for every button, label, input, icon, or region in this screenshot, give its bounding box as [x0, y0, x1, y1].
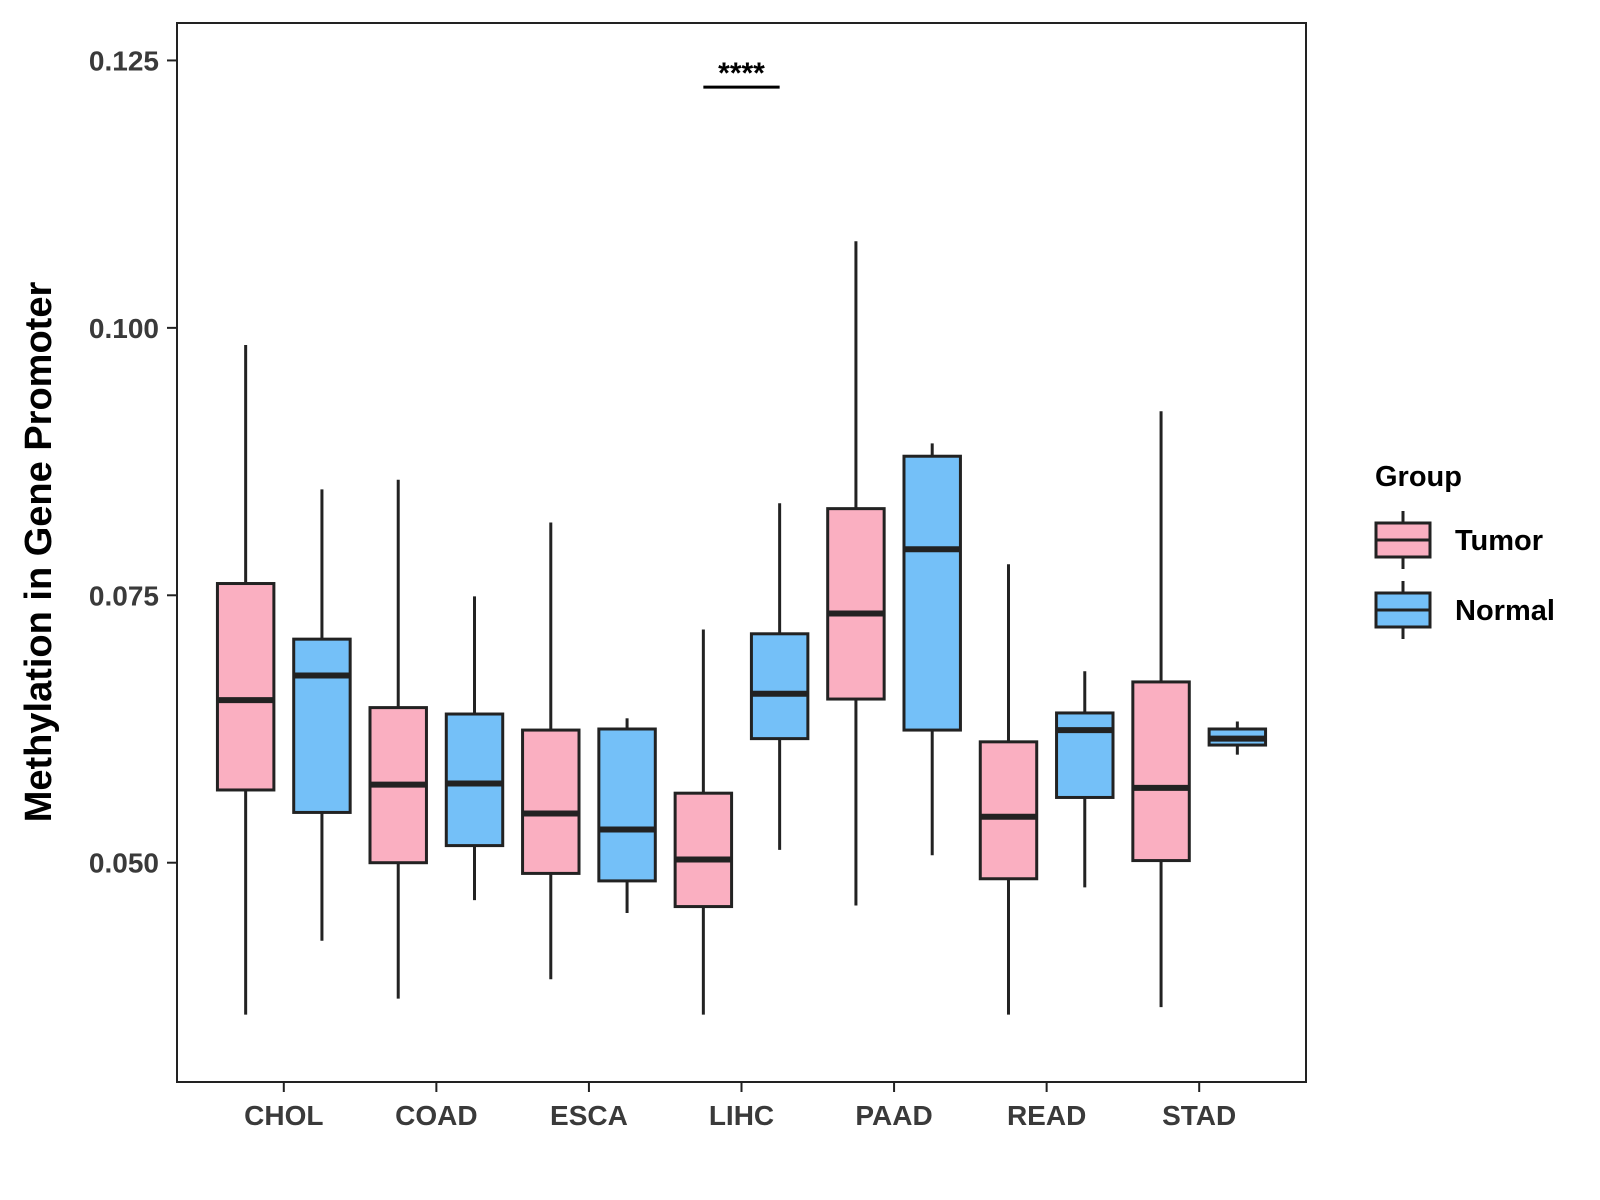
y-axis: 0.050 0.075 0.100 0.125 [89, 45, 177, 879]
box-body-chol-tumor [215, 582, 276, 792]
y-tick-label: 0.100 [89, 313, 159, 344]
x-tick-label-lihc: LIHC [709, 1100, 774, 1131]
box-body-read-tumor [978, 740, 1039, 881]
significance-label: **** [718, 57, 765, 90]
box-lihc-tumor [673, 629, 734, 1015]
y-tick-label: 0.050 [89, 848, 159, 879]
box-layer [215, 241, 1268, 1015]
x-tick-label-read: READ [1007, 1100, 1086, 1131]
box-esca-tumor [521, 522, 581, 980]
box-body-lihc-normal [749, 632, 810, 741]
legend-item-normal: Normal [1374, 581, 1555, 639]
legend-title: Group [1375, 461, 1462, 493]
box-stad-tumor [1131, 411, 1191, 1008]
legend-label-normal: Normal [1455, 595, 1555, 627]
x-tick-label-chol: CHOL [244, 1100, 323, 1131]
x-tick-label-paad: PAAD [855, 1100, 932, 1131]
box-body-read-normal [1055, 711, 1115, 799]
box-body-esca-normal [597, 727, 657, 883]
significance-annotation: **** [703, 57, 780, 90]
box-body-lihc-tumor [673, 791, 734, 909]
box-read-tumor [978, 564, 1039, 1015]
box-body-paad-tumor [826, 507, 886, 701]
box-body-stad-tumor [1131, 680, 1191, 863]
y-tick-label: 0.125 [89, 45, 159, 76]
box-read-normal [1055, 671, 1115, 888]
legend-label-tumor: Tumor [1455, 525, 1543, 557]
x-tick-label-esca: ESCA [550, 1100, 628, 1131]
box-lihc-normal [749, 503, 810, 850]
box-body-esca-tumor [521, 728, 581, 875]
y-axis-title: Methylation in Gene Promoter [18, 282, 60, 823]
x-axis: CHOL COAD ESCA LIHC PAAD READ STAD [244, 1082, 1236, 1131]
box-chol-normal [292, 489, 352, 941]
box-paad-tumor [826, 241, 886, 906]
box-body-paad-normal [902, 454, 962, 732]
box-paad-normal [902, 443, 962, 856]
box-stad-normal [1207, 721, 1268, 755]
x-tick-label-coad: COAD [395, 1100, 477, 1131]
box-esca-normal [597, 718, 657, 913]
legend-item-tumor: Tumor [1374, 511, 1543, 569]
box-coad-tumor [368, 479, 428, 999]
x-tick-label-stad: STAD [1162, 1100, 1236, 1131]
y-tick-label: 0.075 [89, 580, 159, 611]
box-body-chol-normal [292, 637, 352, 814]
box-body-coad-normal [444, 712, 505, 848]
legend: Group Tumor Normal [1374, 461, 1555, 639]
box-chol-tumor [215, 344, 276, 1015]
box-coad-normal [444, 596, 505, 901]
